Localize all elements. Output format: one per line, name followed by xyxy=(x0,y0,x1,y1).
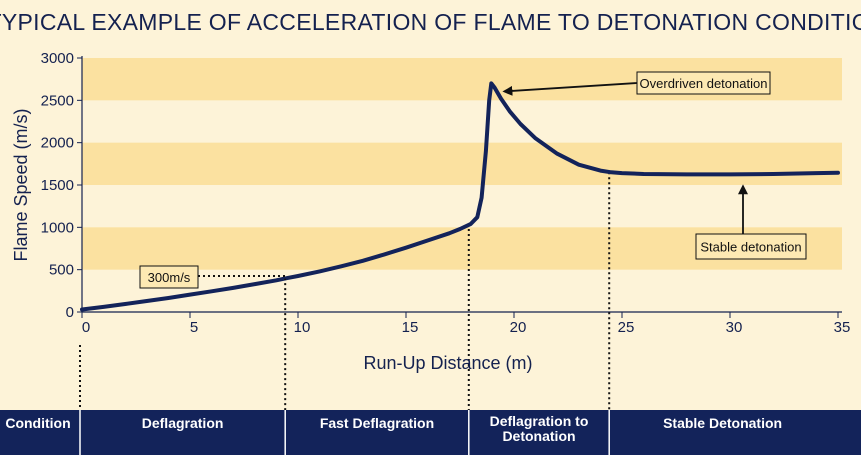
x-tick-label: 5 xyxy=(190,319,198,336)
x-axis-label: Run-Up Distance (m) xyxy=(363,353,532,373)
annotation-label: Stable detonation xyxy=(700,240,801,255)
chart-title: TYPICAL EXAMPLE OF ACCELERATION OF FLAME… xyxy=(0,9,861,35)
overdriven-arrow xyxy=(502,82,638,96)
y-tick-label: 2000 xyxy=(41,135,74,152)
phase-label: Deflagration xyxy=(142,415,224,431)
annotation-label: Overdriven detonation xyxy=(640,76,768,91)
x-tick-label: 20 xyxy=(510,319,527,336)
x-tick-label: 0 xyxy=(82,319,90,336)
y-tick-label: 2500 xyxy=(41,92,74,109)
y-tick-label: 500 xyxy=(49,262,74,279)
y-axis-label: Flame Speed (m/s) xyxy=(11,108,31,261)
annotation-box xyxy=(695,233,807,260)
x-tick-label: 35 xyxy=(834,319,851,336)
x-tick-label: 25 xyxy=(618,319,635,336)
condition-header: Condition xyxy=(5,415,70,431)
flame-speed-curve xyxy=(80,81,840,312)
x-tick-label: 10 xyxy=(294,319,311,336)
condition-band-background xyxy=(0,410,861,455)
y-tick-label: 0 xyxy=(66,304,74,321)
x-tick-label: 30 xyxy=(726,319,743,336)
phase-label: Detonation xyxy=(502,428,575,444)
y-tick-label: 1500 xyxy=(41,177,74,194)
x-tick-label: 15 xyxy=(402,319,419,336)
phase-label: Deflagration to xyxy=(490,413,589,429)
annotation-label: 300m/s xyxy=(148,270,191,285)
y-tick-label: 1000 xyxy=(41,219,74,236)
grid-band xyxy=(82,142,842,185)
y-tick-label: 3000 xyxy=(41,50,74,67)
phase-label: Fast Deflagration xyxy=(320,415,434,431)
phase-label: Stable Detonation xyxy=(663,415,782,431)
